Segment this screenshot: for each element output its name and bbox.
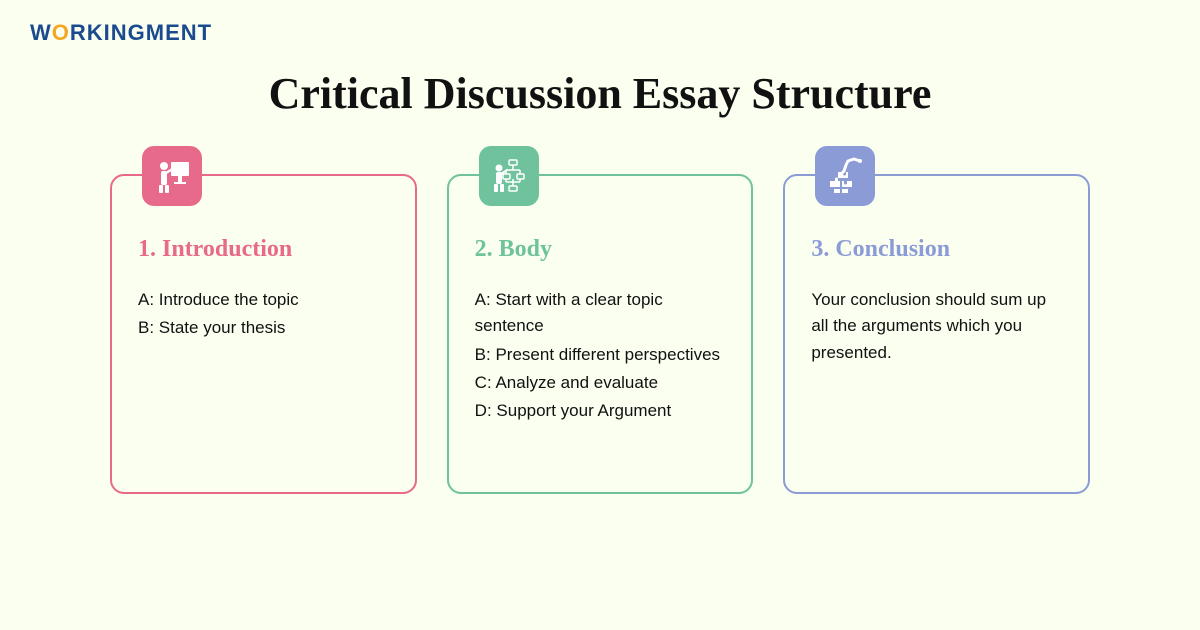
card-title: 3. Conclusion [811, 236, 1062, 263]
card-line: D: Support your Argument [475, 398, 726, 424]
card-line: A: Start with a clear topic sentence [475, 287, 726, 340]
card-title: 2. Body [475, 236, 726, 263]
page: WORKINGMENT Critical Discussion Essay St… [0, 0, 1200, 630]
card-conclusion: 3. Conclusion Your conclusion should sum… [783, 174, 1090, 494]
flowchart-icon [479, 146, 539, 206]
card-line: Your conclusion should sum up all the ar… [811, 287, 1062, 366]
card-title: 1. Introduction [138, 236, 389, 263]
card-body-section: 2. Body A: Start with a clear topic sent… [447, 174, 754, 494]
card-line: A: Introduce the topic [138, 287, 389, 313]
brand-post: RKINGMENT [70, 20, 212, 46]
brand-logo: WORKINGMENT [30, 20, 1170, 46]
puzzle-hand-icon [815, 146, 875, 206]
brand-accent-o: O [52, 20, 70, 46]
page-title: Critical Discussion Essay Structure [30, 68, 1170, 119]
card-line: B: Present different perspectives [475, 342, 726, 368]
card-body: A: Introduce the topic B: State your the… [138, 287, 389, 342]
card-body: A: Start with a clear topic sentence B: … [475, 287, 726, 425]
cards-row: 1. Introduction A: Introduce the topic B… [30, 174, 1170, 494]
brand-pre: W [30, 20, 52, 46]
card-introduction: 1. Introduction A: Introduce the topic B… [110, 174, 417, 494]
teacher-icon [142, 146, 202, 206]
card-line: C: Analyze and evaluate [475, 370, 726, 396]
card-body: Your conclusion should sum up all the ar… [811, 287, 1062, 366]
card-line: B: State your thesis [138, 315, 389, 341]
